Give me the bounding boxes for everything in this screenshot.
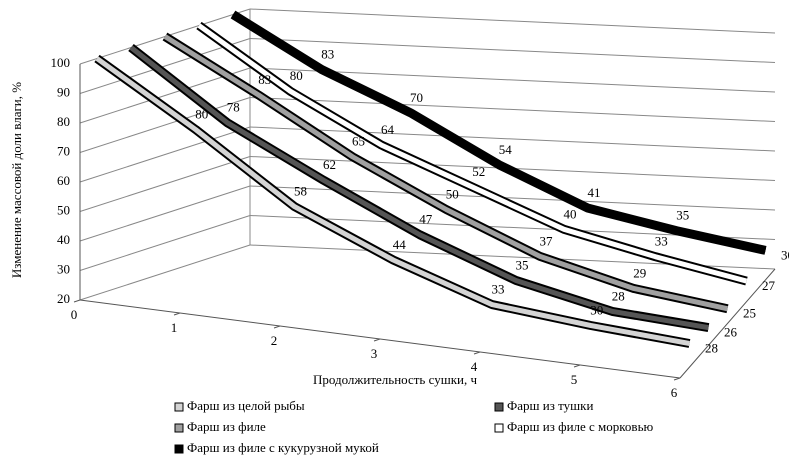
grid-line [79, 215, 251, 271]
grid-line [249, 8, 776, 34]
data-label: 54 [499, 142, 513, 157]
data-label: 70 [410, 90, 423, 105]
x-tick-label: 0 [71, 307, 78, 322]
x-tick-label: 3 [371, 346, 378, 361]
series-line [95, 56, 690, 346]
y-tick-label: 40 [57, 232, 70, 247]
legend-swatch [494, 402, 504, 412]
series-line [163, 34, 729, 312]
y-tick-label: 20 [57, 291, 70, 306]
legend-swatch [174, 444, 184, 454]
data-label: 40 [564, 206, 577, 221]
data-label: 35 [676, 208, 689, 223]
data-label: 47 [419, 212, 433, 227]
x-tick [573, 364, 581, 368]
grid-line [79, 126, 251, 183]
y-tick-label: 100 [51, 55, 71, 70]
grid-line [79, 244, 251, 301]
series-line [129, 45, 709, 331]
y-tick-label: 90 [57, 84, 70, 99]
data-label: 33 [655, 234, 668, 249]
data-label: 30 [781, 247, 789, 262]
x-axis-label: Продолжительность сушки, ч [313, 372, 478, 387]
data-label: 83 [321, 47, 334, 62]
data-label: 26 [724, 325, 738, 340]
series-line [197, 23, 748, 284]
data-label: 52 [472, 164, 485, 179]
legend-label: Фарш из филе [187, 419, 266, 434]
grid-line [249, 38, 776, 63]
x-tick [373, 338, 381, 342]
legend-swatch [174, 423, 184, 433]
x-tick [73, 299, 81, 303]
x-tick-label: 1 [171, 320, 178, 335]
series-line [231, 12, 767, 253]
data-label: 62 [323, 157, 336, 172]
grid-line [79, 185, 251, 242]
x-tick-label: 6 [671, 385, 678, 400]
legend-label: Фарш из филе с кукурузной мукой [187, 440, 379, 455]
y-tick-label: 60 [57, 173, 70, 188]
depth-axis [679, 268, 776, 379]
data-label: 44 [393, 237, 407, 252]
data-label: 33 [492, 282, 505, 297]
data-label: 64 [381, 122, 395, 137]
grid-line [249, 97, 776, 122]
data-label: 65 [352, 134, 365, 149]
y-tick-label: 70 [57, 143, 70, 158]
x-tick [473, 351, 481, 355]
y-tick-label: 50 [57, 202, 70, 217]
data-label: 25 [743, 306, 756, 321]
x-tick [673, 377, 681, 381]
data-label: 80 [195, 107, 208, 122]
data-label: 30 [590, 302, 603, 317]
legend-swatch [174, 402, 184, 412]
data-label: 41 [588, 185, 601, 200]
data-label: 58 [294, 184, 307, 199]
data-label: 78 [227, 100, 240, 115]
x-tick [273, 325, 281, 329]
data-label: 28 [612, 288, 625, 303]
y-tick-label: 30 [57, 261, 70, 276]
grid-line [79, 156, 251, 212]
legend-label: Фарш из целой рыбы [187, 398, 305, 413]
data-label: 29 [633, 265, 646, 280]
legend-swatch [494, 423, 504, 433]
x-tick-label: 2 [271, 333, 278, 348]
grid-line [249, 67, 776, 93]
data-label: 28 [705, 340, 718, 355]
data-label: 83 [258, 72, 271, 87]
x-tick-label: 5 [571, 372, 578, 387]
y-axis-label: Изменение массовой доли влаги, % [9, 82, 24, 278]
data-label: 50 [446, 186, 459, 201]
legend-label: Фарш из филе с морковью [507, 419, 654, 434]
x-tick-label: 4 [471, 359, 478, 374]
data-label: 27 [762, 278, 776, 293]
grid-line [79, 97, 251, 153]
y-tick-label: 80 [57, 114, 70, 129]
x-tick [173, 312, 181, 316]
grid-line [249, 126, 776, 152]
legend-label: Фарш из тушки [507, 398, 593, 413]
data-label: 80 [290, 68, 303, 83]
data-label: 35 [516, 257, 529, 272]
data-label: 37 [540, 233, 554, 248]
grid-line [79, 38, 251, 94]
